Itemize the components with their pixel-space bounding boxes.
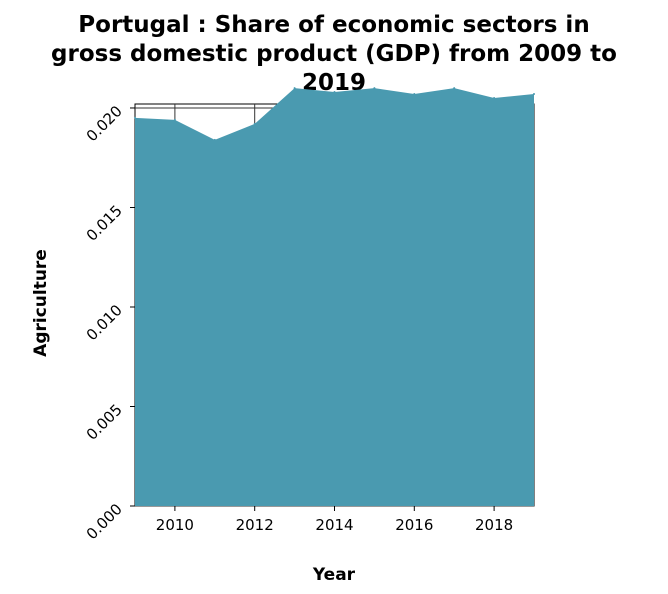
data-point-2013 xyxy=(293,87,296,90)
y-tick-label-2: 0.010 xyxy=(83,301,126,344)
x-tick-label-2014: 2014 xyxy=(315,516,353,534)
x-tick-label-2016: 2016 xyxy=(395,516,433,534)
chart-title-line-2: gross domestic product (GDP) from 2009 t… xyxy=(51,41,617,67)
y-tick-label-4: 0.020 xyxy=(83,102,126,145)
data-point-2014 xyxy=(333,91,336,94)
chart-title: Portugal : Share of economic sectors in … xyxy=(51,12,617,96)
data-point-2017 xyxy=(453,87,456,90)
y-tick-label-1: 0.005 xyxy=(83,401,126,444)
x-axis-label: Year xyxy=(312,565,356,585)
y-tick-label-3: 0.015 xyxy=(83,202,126,245)
data-point-2011 xyxy=(213,138,216,141)
chart-title-line-1: Portugal : Share of economic sectors in xyxy=(78,12,589,38)
x-tick-label-2012: 2012 xyxy=(236,516,274,534)
area-series xyxy=(135,88,534,506)
data-point-2010 xyxy=(173,118,176,121)
plot-area: 2010 2012 2014 2016 2018 0.000 0.005 0.010 0.015… xyxy=(83,87,535,543)
x-tick-label-2018: 2018 xyxy=(475,516,513,534)
data-point-2016 xyxy=(413,93,416,96)
data-point-2012 xyxy=(253,122,256,125)
data-point-2009 xyxy=(134,116,136,119)
y-tick-label-0: 0.000 xyxy=(83,500,126,543)
data-point-2015 xyxy=(373,87,376,90)
data-point-2019 xyxy=(533,93,535,96)
x-tick-label-2010: 2010 xyxy=(156,516,194,534)
y-axis-label: Agriculture xyxy=(31,249,51,357)
data-point-2018 xyxy=(493,97,496,100)
